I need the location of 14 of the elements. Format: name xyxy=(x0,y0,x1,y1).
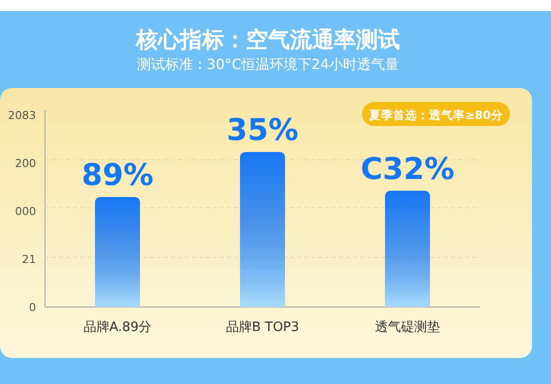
text: 夏季首选：透气率≥80分 xyxy=(368,108,504,122)
text: 0 xyxy=(29,301,36,314)
text: 21 xyxy=(22,253,36,266)
annotation: C32% xyxy=(360,152,454,187)
text: 200 xyxy=(15,157,36,170)
chart-subtitle: 测试标准：30°C恒温环境下24小时透气量 xyxy=(136,57,400,73)
text: 2083 xyxy=(8,109,36,122)
text: 000 xyxy=(15,205,36,218)
x-tick-label: 品牌B TOP3 xyxy=(226,320,300,335)
chart-title: 核心指标：空气流通率测试 xyxy=(135,27,400,53)
x-tick-label: 透气碮测垫 xyxy=(375,320,440,335)
annotation: 89% xyxy=(82,158,154,193)
annotation: 35% xyxy=(226,113,298,148)
x-tick-label: 品牌A.89分 xyxy=(83,320,152,335)
